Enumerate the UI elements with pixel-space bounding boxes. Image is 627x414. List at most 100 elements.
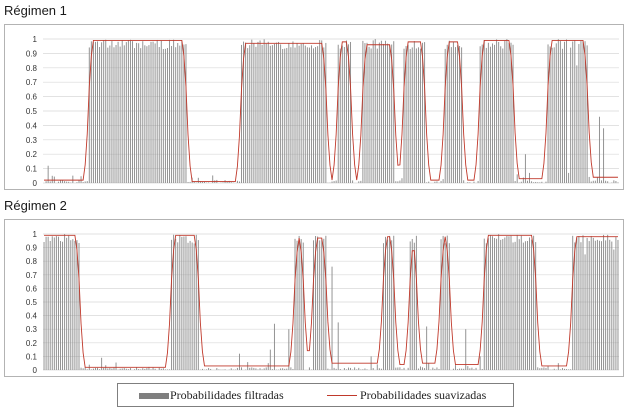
bar-filtered-57 — [160, 368, 162, 370]
y-tick-label-1: 0.1 — [26, 352, 38, 361]
bar-filtered-173 — [399, 180, 401, 183]
bar-filtered-10 — [64, 234, 66, 370]
bar-filtered-128 — [306, 47, 308, 183]
bar-filtered-20 — [84, 181, 86, 183]
bar-filtered-46 — [138, 369, 140, 370]
bar-filtered-225 — [506, 236, 508, 370]
bar-filtered-235 — [526, 240, 528, 370]
bar-filtered-57 — [160, 40, 162, 184]
bar-filtered-19 — [82, 368, 84, 370]
bar-filtered-226 — [508, 42, 510, 183]
bar-filtered-185 — [424, 42, 426, 183]
bar-filtered-94 — [236, 180, 238, 183]
y-tick-label-7: 0.7 — [26, 271, 38, 280]
bar-filtered-63 — [173, 234, 175, 370]
bar-filtered-209 — [473, 181, 475, 183]
bar-filtered-217 — [489, 235, 491, 370]
bar-filtered-185 — [424, 368, 426, 370]
bar-filtered-258 — [574, 242, 576, 370]
bar-filtered-45 — [136, 367, 138, 370]
line-smoothed — [44, 39, 618, 183]
bar-filtered-79 — [206, 369, 208, 370]
bar-filtered-146 — [343, 47, 345, 183]
bar-filtered-229 — [514, 241, 516, 370]
bar-filtered-71 — [189, 240, 191, 370]
bar-filtered-32 — [109, 367, 111, 370]
bar-filtered-16 — [76, 240, 78, 370]
bar-filtered-28 — [101, 357, 103, 370]
bar-filtered-175 — [403, 48, 405, 184]
bar-filtered-77 — [201, 368, 203, 370]
bar-filtered-242 — [541, 181, 543, 183]
bar-filtered-80 — [208, 367, 210, 370]
bar-filtered-182 — [417, 368, 419, 370]
legend-swatch-smoothed — [327, 395, 357, 396]
bar-filtered-206 — [467, 366, 469, 370]
bar-filtered-219 — [494, 44, 496, 184]
bar-filtered-60 — [166, 47, 168, 184]
bar-filtered-215 — [485, 243, 487, 370]
bar-filtered-144 — [339, 48, 341, 183]
y-tick-label-3: 0.3 — [26, 325, 38, 334]
bar-filtered-104 — [257, 41, 259, 183]
bar-filtered-62 — [171, 239, 173, 370]
bar-filtered-169 — [391, 240, 393, 370]
bar-filtered-257 — [572, 235, 574, 370]
bar-filtered-202 — [459, 368, 461, 370]
bar-filtered-29 — [103, 40, 105, 183]
bar-filtered-168 — [389, 44, 391, 183]
bar-filtered-147 — [345, 369, 347, 370]
bar-filtered-42 — [129, 39, 131, 183]
bar-filtered-148 — [348, 367, 349, 370]
bar-filtered-95 — [238, 353, 240, 370]
bar-filtered-132 — [315, 47, 317, 183]
bar-filtered-216 — [487, 238, 489, 370]
bar-filtered-235 — [526, 180, 528, 183]
bar-filtered-129 — [308, 367, 310, 370]
bar-filtered-196 — [446, 44, 448, 183]
bar-filtered-180 — [413, 242, 415, 370]
y-tick-label-1: 0.1 — [26, 165, 38, 174]
bar-filtered-184 — [422, 42, 424, 183]
bar-filtered-37 — [119, 46, 121, 183]
bar-filtered-198 — [450, 47, 452, 183]
bar-filtered-181 — [415, 235, 417, 370]
bar-filtered-110 — [269, 349, 271, 370]
bar-filtered-250 — [557, 363, 559, 370]
bar-filtered-242 — [541, 367, 543, 370]
bar-filtered-27 — [99, 47, 101, 183]
bar-filtered-99 — [247, 48, 249, 183]
bar-filtered-14 — [72, 175, 74, 183]
bar-filtered-196 — [446, 235, 448, 370]
bar-filtered-236 — [529, 237, 530, 370]
bar-filtered-265 — [588, 241, 590, 370]
bar-filtered-108 — [265, 367, 267, 370]
bar-filtered-124 — [298, 235, 300, 370]
bar-filtered-66 — [179, 45, 181, 183]
bar-filtered-104 — [257, 369, 259, 370]
bar-filtered-145 — [341, 45, 343, 183]
bar-filtered-154 — [360, 180, 362, 183]
bar-filtered-118 — [286, 368, 288, 370]
bar-filtered-39 — [123, 368, 125, 370]
bar-filtered-81 — [210, 368, 212, 370]
bar-filtered-116 — [282, 49, 284, 183]
bar-filtered-75 — [197, 177, 199, 183]
bar-filtered-11 — [66, 237, 68, 370]
bar-filtered-40 — [125, 368, 127, 370]
bar-filtered-177 — [407, 367, 409, 370]
bar-filtered-129 — [308, 47, 310, 184]
bar-filtered-95 — [238, 181, 240, 183]
bar-filtered-271 — [601, 180, 602, 183]
bar-filtered-220 — [496, 39, 498, 184]
bar-filtered-173 — [399, 367, 401, 370]
bar-filtered-96 — [241, 44, 242, 183]
bar-filtered-34 — [113, 47, 115, 183]
y-tick-label-9: 0.9 — [26, 49, 38, 58]
bar-filtered-277 — [613, 180, 615, 183]
bar-filtered-158 — [368, 46, 370, 183]
bar-filtered-5 — [53, 237, 55, 370]
bar-filtered-201 — [457, 369, 458, 370]
bar-filtered-125 — [300, 239, 302, 370]
bar-filtered-275 — [609, 239, 611, 370]
